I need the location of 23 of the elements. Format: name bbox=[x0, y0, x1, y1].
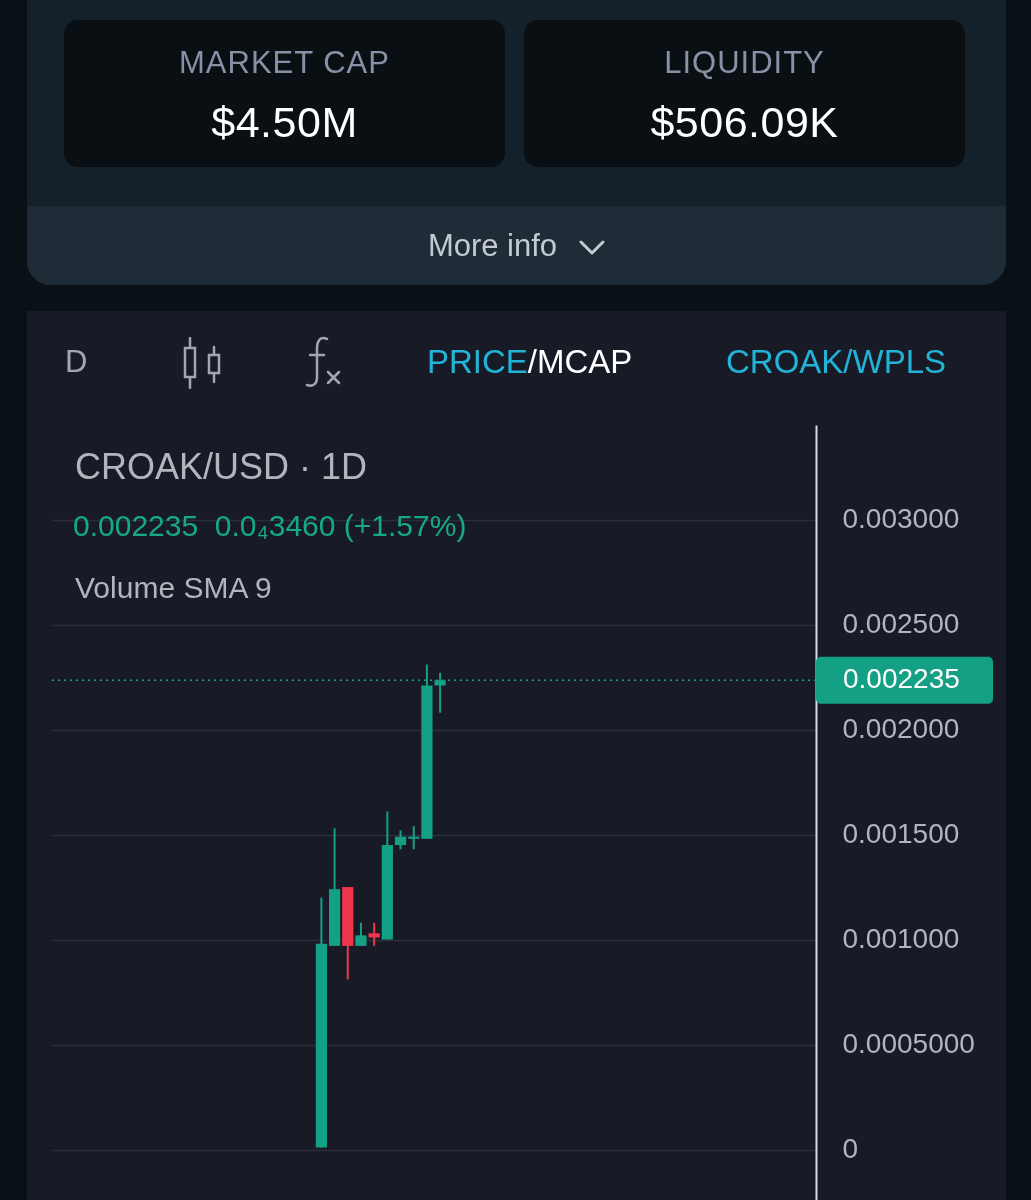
text: $506.09K bbox=[649, 98, 840, 146]
text: 0.002235 0.0₄3460 (+1.57%) bbox=[73, 508, 467, 544]
y-tick-label: 0.0005000 bbox=[842, 1028, 975, 1060]
ref-line-label: 0.002235 bbox=[843, 663, 960, 695]
candlestick bbox=[355, 921, 367, 947]
text: LIQUIDITY bbox=[663, 44, 826, 82]
y-tick-label: 0.001500 bbox=[842, 818, 960, 850]
candlestick bbox=[408, 825, 420, 851]
text: D bbox=[65, 343, 88, 381]
y-tick-label: 0.003000 bbox=[842, 503, 960, 535]
text: More info bbox=[427, 226, 558, 265]
text: PRICE/MCAP bbox=[427, 343, 633, 380]
text: MARKET CAP bbox=[178, 44, 391, 82]
y-tick-label: 0.002000 bbox=[842, 713, 960, 745]
y-tick-label: 0.002500 bbox=[842, 608, 960, 640]
text: CROAK/WPLS bbox=[726, 342, 947, 382]
text: CROAK/USD · 1D bbox=[75, 446, 368, 487]
candlestick bbox=[394, 829, 407, 851]
candlestick bbox=[368, 921, 380, 947]
y-tick-label: 0.001000 bbox=[842, 923, 960, 955]
y-tick-label: 0 bbox=[842, 1133, 859, 1165]
annotation: Volume SMA 9 bbox=[75, 570, 272, 606]
text: $4.50M bbox=[210, 98, 359, 146]
